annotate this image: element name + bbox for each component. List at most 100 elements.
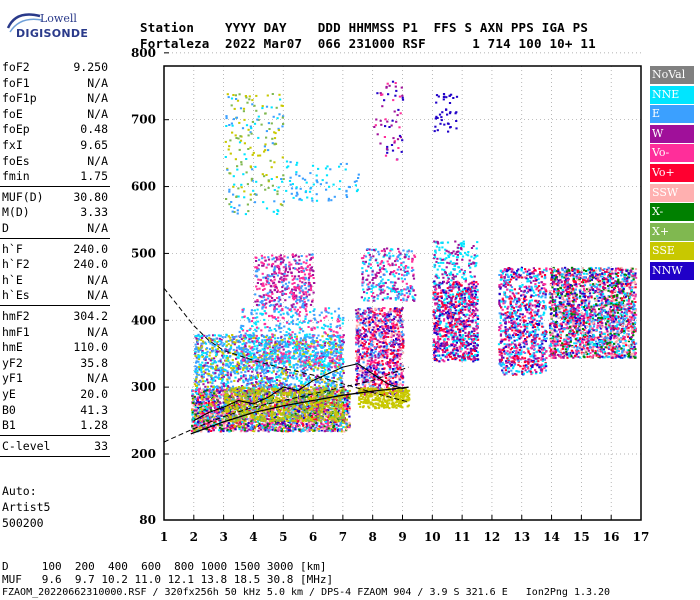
echo-point	[200, 405, 203, 408]
echo-point	[332, 419, 335, 422]
echo-point	[237, 372, 240, 375]
echo-point	[250, 411, 253, 414]
echo-point	[231, 369, 234, 372]
echo-point	[308, 355, 311, 358]
echo-point	[339, 424, 342, 427]
echo-point	[204, 421, 208, 424]
echo-point	[343, 407, 346, 410]
echo-point	[328, 341, 331, 343]
echo-point	[197, 347, 200, 350]
echo-point	[325, 353, 329, 356]
echo-point	[328, 407, 331, 409]
echo-point	[206, 412, 209, 415]
echo-point	[341, 415, 344, 418]
echo-point	[341, 418, 344, 421]
echo-point	[280, 430, 284, 432]
echo-point	[223, 400, 226, 403]
echo-point	[252, 377, 255, 380]
echo-point	[208, 404, 211, 407]
echo-point	[310, 340, 313, 343]
echo-point	[276, 343, 279, 346]
echo-point	[300, 429, 303, 432]
echo-point	[304, 281, 307, 284]
echo-point	[339, 407, 342, 410]
echo-point	[234, 415, 237, 418]
echo-point	[270, 414, 274, 417]
echo-point	[242, 425, 245, 428]
echo-point	[322, 413, 325, 416]
echo-point	[262, 380, 265, 383]
echo-point	[241, 425, 245, 428]
param-name: C-level	[2, 438, 51, 453]
echo-point	[326, 366, 329, 369]
echo-point	[258, 287, 261, 290]
echo-point	[326, 355, 329, 358]
echo-point	[193, 429, 196, 432]
echo-point	[312, 407, 315, 410]
echo-point	[204, 341, 207, 344]
echo-point	[279, 361, 282, 364]
echo-point	[211, 393, 214, 396]
echo-point	[264, 355, 267, 358]
echo-point	[339, 423, 342, 426]
echo-point	[323, 409, 326, 412]
echo-point	[286, 430, 289, 433]
echo-point	[245, 390, 248, 393]
echo-point	[317, 416, 320, 419]
echo-point	[223, 411, 226, 414]
echo-point	[330, 337, 333, 340]
echo-point	[322, 392, 325, 395]
echo-point	[203, 408, 206, 411]
echo-point	[243, 394, 246, 397]
echo-point	[216, 376, 219, 379]
echo-point	[254, 411, 257, 414]
echo-point	[270, 416, 273, 419]
param-value: 41.3	[80, 402, 108, 417]
echo-point	[332, 373, 335, 376]
echo-point	[265, 359, 268, 362]
echo-point	[299, 415, 302, 418]
echo-point	[232, 400, 235, 403]
echo-point	[310, 389, 313, 392]
echo-point	[264, 392, 267, 395]
echo-point	[238, 420, 241, 423]
echo-point	[346, 425, 350, 428]
echo-point	[298, 379, 301, 382]
echo-point	[333, 389, 336, 392]
echo-point	[221, 368, 224, 371]
echo-point	[344, 410, 347, 413]
echo-point	[249, 360, 252, 363]
echo-point	[262, 429, 265, 432]
echo-point	[296, 420, 299, 423]
echo-point	[346, 402, 349, 405]
echo-point	[263, 335, 266, 338]
echo-point	[239, 399, 243, 402]
echo-point	[258, 403, 261, 406]
echo-point	[276, 421, 279, 424]
echo-point	[242, 374, 246, 377]
echo-point	[329, 426, 332, 429]
echo-point	[305, 426, 308, 429]
echo-point	[269, 379, 272, 381]
echo-point	[338, 417, 341, 420]
echo-point	[212, 385, 215, 388]
echo-point	[214, 351, 217, 354]
echo-point	[202, 423, 205, 426]
echo-point	[289, 401, 292, 404]
echo-point	[274, 392, 277, 394]
echo-point	[251, 340, 254, 343]
echo-point	[328, 425, 331, 428]
echo-point	[313, 387, 316, 390]
echo-point	[323, 371, 326, 373]
echo-point	[219, 334, 222, 337]
echo-point	[327, 405, 330, 408]
echo-point	[273, 286, 277, 289]
echo-point	[315, 415, 318, 418]
echo-point	[226, 401, 229, 404]
echo-point	[205, 335, 208, 338]
echo-point	[196, 421, 199, 424]
echo-point	[342, 421, 345, 424]
echo-point	[218, 421, 222, 424]
echo-point	[323, 429, 326, 432]
echo-point	[234, 421, 237, 424]
